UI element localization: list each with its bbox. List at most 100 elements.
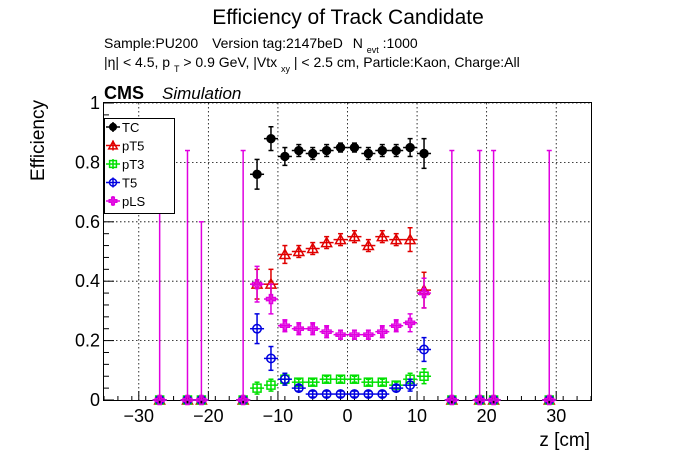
legend-label: pT5: [122, 139, 144, 154]
marker: [280, 151, 290, 162]
data-point: [277, 372, 292, 386]
marker-shape: [320, 236, 333, 248]
data-point: [277, 244, 292, 265]
cms-label: CMS: [104, 83, 144, 103]
marker: [293, 323, 304, 334]
data-point: [250, 265, 265, 303]
sample-info: Sample:PU200 Version tag:2147beD N evt :…: [104, 35, 418, 56]
marker: [403, 233, 417, 245]
marker-shape: [419, 344, 429, 355]
cuts-info: |η| < 4.5, p T > 0.9 GeV, |Vtx xy | < 2.…: [104, 54, 520, 75]
marker-shape: [279, 374, 290, 385]
marker: [404, 317, 416, 328]
data-point: [319, 143, 334, 158]
vtx-subscript: xy: [281, 64, 291, 74]
marker: [237, 394, 249, 406]
data-point: [305, 241, 320, 256]
marker: [292, 244, 306, 257]
marker-shape: [108, 196, 118, 206]
marker-shape: [391, 383, 402, 394]
marker-shape: [335, 329, 346, 340]
x-tick-label: 10: [407, 406, 427, 426]
marker: [294, 145, 304, 156]
pt-subscript: T: [174, 64, 180, 74]
data-point: [347, 229, 362, 244]
data-point: [417, 277, 432, 309]
marker: [321, 389, 332, 400]
data-point: [347, 374, 362, 384]
marker: [376, 230, 389, 242]
data-point: [333, 389, 348, 400]
legend-marker: [108, 159, 118, 169]
nevt-value: :1000: [383, 35, 418, 51]
data-point: [389, 319, 404, 333]
data-point: [250, 313, 265, 345]
marker: [405, 142, 415, 153]
data-series: [152, 126, 557, 406]
data-point: [319, 374, 334, 384]
data-point: [375, 143, 390, 158]
marker: [349, 329, 360, 340]
marker-shape: [107, 139, 119, 150]
series-t5: [152, 313, 557, 405]
data-point: [486, 149, 501, 406]
cuts-part3: | < 2.5 cm, Particle:Kaon, Charge:All: [294, 54, 520, 70]
data-point: [417, 336, 432, 363]
legend-label: T5: [122, 176, 137, 191]
legend-entry-pt5: pT5: [106, 139, 144, 154]
marker: [154, 394, 165, 406]
marker-shape: [321, 326, 332, 337]
data-point: [389, 232, 404, 247]
marker-shape: [377, 145, 387, 156]
marker-shape: [391, 145, 401, 156]
data-point: [319, 389, 334, 400]
data-point: [250, 381, 265, 395]
marker: [363, 377, 374, 387]
series-tc: [152, 126, 557, 405]
legend-marker: [108, 178, 118, 187]
marker-shape: [321, 389, 332, 400]
marker: [321, 145, 332, 156]
data-point: [263, 126, 278, 152]
marker: [321, 374, 332, 384]
cuts-part1: |η| < 4.5, p: [104, 54, 170, 70]
data-point: [305, 389, 320, 400]
chart-title: Efficiency of Track Candidate: [212, 6, 484, 29]
marker: [362, 239, 375, 251]
marker: [418, 287, 430, 299]
marker-shape: [266, 380, 276, 390]
marker-shape: [363, 377, 374, 387]
y-tick-label: 0.2: [75, 331, 100, 351]
marker-shape: [294, 145, 304, 156]
marker: [363, 329, 374, 340]
data-point: [291, 322, 306, 336]
marker-shape: [307, 389, 318, 400]
marker-shape: [306, 241, 319, 254]
x-tick-label: 20: [477, 406, 497, 426]
legend-label: pLS: [122, 194, 145, 209]
marker: [320, 236, 333, 248]
data-point: [361, 377, 376, 387]
data-point: [375, 229, 390, 244]
data-point: [236, 149, 251, 406]
marker-shape: [349, 142, 360, 153]
data-point: [417, 137, 432, 170]
marker: [349, 142, 360, 153]
marker: [196, 394, 207, 406]
marker-shape: [363, 329, 374, 340]
marker-shape: [154, 394, 165, 406]
marker-shape: [349, 374, 360, 384]
data-point: [194, 221, 209, 406]
marker-shape: [293, 323, 304, 334]
marker-shape: [307, 377, 318, 387]
marker: [419, 371, 429, 381]
data-point: [375, 389, 390, 400]
y-tick-label: 0.4: [75, 271, 100, 291]
marker-shape: [405, 142, 415, 153]
data-point: [375, 377, 390, 387]
marker: [252, 323, 263, 334]
legend-label: TC: [122, 120, 139, 135]
data-point: [361, 329, 376, 340]
cuts-part2: > 0.9 GeV, |Vtx: [183, 54, 277, 70]
marker: [348, 230, 361, 242]
